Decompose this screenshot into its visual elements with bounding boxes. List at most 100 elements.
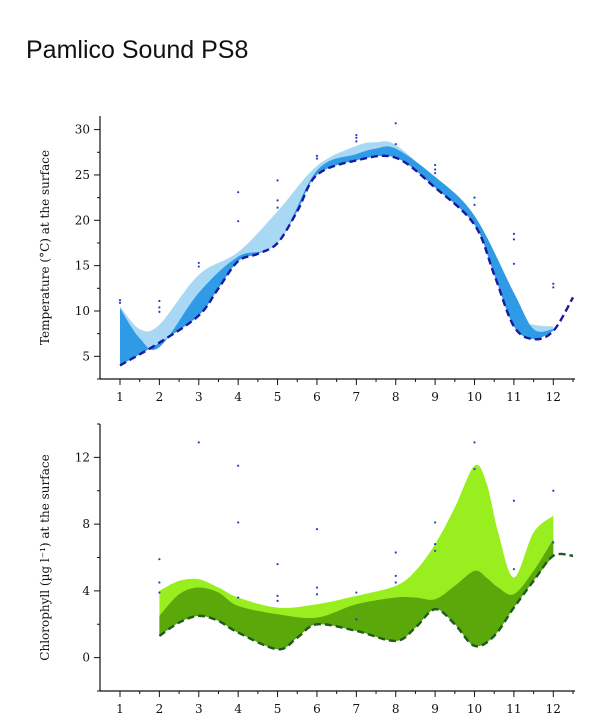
data-point (237, 521, 240, 524)
x-tick-label: 10 (467, 390, 482, 404)
data-point (355, 618, 358, 621)
data-point (434, 543, 437, 546)
y-tick-label: 12 (75, 450, 90, 464)
data-point (394, 581, 397, 584)
data-point (315, 154, 319, 158)
data-point (158, 299, 161, 303)
data-point (394, 574, 397, 577)
x-tick-label: 8 (392, 390, 400, 404)
data-point (276, 179, 279, 182)
data-point (237, 596, 240, 599)
y-tick-label: 15 (75, 259, 90, 273)
x-tick-label: 7 (353, 390, 361, 404)
data-point (473, 196, 476, 199)
data-point (355, 140, 358, 143)
data-point (237, 191, 240, 194)
x-tick-label: 3 (195, 702, 203, 716)
y-tick-label: 30 (75, 123, 90, 137)
y-tick-label: 8 (82, 517, 90, 531)
y-tick-label: 0 (82, 651, 90, 665)
data-point (552, 282, 555, 285)
x-tick-label: 6 (313, 702, 321, 716)
data-point (552, 541, 555, 544)
x-tick-label: 11 (506, 390, 521, 404)
data-point (276, 206, 279, 209)
data-point (394, 143, 397, 146)
x-tick-label: 3 (195, 390, 203, 404)
data-point (276, 563, 279, 566)
x-tick-label: 11 (506, 702, 521, 716)
lower-band-area (159, 539, 554, 650)
data-point (118, 301, 122, 304)
x-tick-label: 4 (234, 390, 242, 404)
data-point (158, 306, 161, 309)
data-point (315, 157, 319, 160)
data-point (315, 593, 319, 596)
data-point (394, 551, 397, 554)
y-tick-label: 10 (75, 304, 90, 318)
data-point (434, 172, 437, 175)
data-point (158, 310, 161, 313)
data-point (355, 136, 358, 139)
x-tick-label: 9 (431, 390, 439, 404)
data-point (473, 441, 476, 444)
lower-band-area (120, 146, 554, 366)
data-point (512, 262, 516, 265)
x-tick-label: 2 (156, 390, 164, 404)
y-axis-label: Chlorophyll (µg l⁻¹) at the surface (38, 454, 52, 660)
x-tick-label: 2 (156, 702, 164, 716)
page-title: Pamlico Sound PS8 (26, 36, 249, 64)
data-point (276, 594, 279, 597)
y-tick-label: 4 (82, 584, 90, 598)
data-point (276, 599, 279, 602)
data-point (276, 199, 279, 202)
data-point (434, 549, 437, 552)
data-point (473, 467, 476, 471)
data-point (512, 232, 516, 235)
x-tick-label: 12 (546, 390, 561, 404)
data-point (158, 558, 161, 561)
trend-line (119, 154, 575, 367)
data-point (394, 122, 397, 125)
data-point (158, 581, 161, 584)
x-tick-label: 6 (313, 390, 321, 404)
data-point (158, 591, 161, 594)
x-tick-label: 7 (353, 702, 361, 716)
data-point (473, 203, 476, 206)
data-point (434, 168, 437, 171)
data-point (434, 163, 437, 167)
y-tick-label: 20 (75, 213, 90, 227)
data-point (552, 489, 555, 492)
data-point (197, 265, 200, 268)
x-tick-label: 5 (274, 390, 282, 404)
x-tick-label: 1 (116, 390, 124, 404)
y-axis-label: Temperature (°C) at the surface (38, 150, 52, 345)
y-tick-label: 5 (82, 349, 90, 363)
x-tick-label: 1 (116, 702, 124, 716)
data-point (512, 238, 516, 241)
x-tick-label: 8 (392, 702, 400, 716)
data-point (118, 299, 122, 302)
data-point (237, 220, 240, 223)
data-point (512, 568, 516, 571)
data-point (315, 528, 319, 531)
y-tick-label: 25 (75, 168, 90, 182)
x-tick-label: 9 (431, 702, 439, 716)
trend-line (158, 552, 574, 651)
x-tick-label: 12 (546, 702, 561, 716)
x-tick-label: 5 (274, 702, 282, 716)
data-point (315, 586, 319, 589)
data-point (512, 499, 516, 502)
data-point (552, 286, 555, 289)
data-point (197, 441, 200, 444)
data-point (355, 591, 358, 594)
x-tick-label: 4 (234, 702, 242, 716)
data-point (355, 133, 358, 137)
data-point (197, 261, 200, 265)
data-point (434, 521, 437, 524)
data-point (237, 464, 240, 467)
x-tick-label: 10 (467, 702, 482, 716)
